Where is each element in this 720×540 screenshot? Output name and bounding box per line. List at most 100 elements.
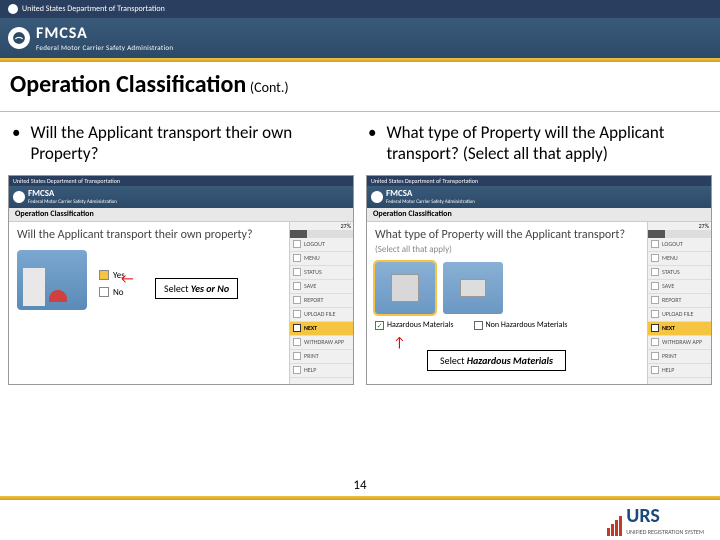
property-nonhaz[interactable] (443, 262, 503, 314)
withdraw-icon (293, 338, 301, 346)
print-icon (293, 352, 301, 360)
sc2-property-boxes (375, 262, 639, 314)
side-save[interactable]: SAVE (648, 280, 711, 294)
sc1-illustration (17, 250, 87, 310)
chk-nonhaz[interactable]: Non Hazardous Materials (474, 320, 568, 330)
sc2-callout-em: Hazardous Materials (467, 354, 553, 367)
chk-nonhaz-label: Non Hazardous Materials (486, 320, 568, 330)
sc2-progress-pct: 27% (648, 222, 711, 230)
bullet-row: • Will the Applicant transport their own… (0, 112, 720, 169)
side-help[interactable]: HELP (648, 364, 711, 378)
sc2-logo-icon (371, 191, 383, 203)
side-save[interactable]: SAVE (290, 280, 353, 294)
side-logout[interactable]: LOGOUT (290, 238, 353, 252)
dot-top-bar: United States Department of Transportati… (0, 0, 720, 18)
hazmat-box-icon (391, 274, 419, 302)
upload-icon (651, 310, 659, 318)
sc2-section-bar: Operation Classification (367, 208, 711, 222)
status-icon (293, 268, 301, 276)
building-icon (23, 268, 45, 306)
fmcsa-header: FMCSA Federal Motor Carrier Safety Admin… (0, 18, 720, 58)
property-hazmat[interactable] (375, 262, 435, 314)
sc2-callout: Select Hazardous Materials (427, 350, 566, 371)
sc1-header: FMCSAFederal Motor Carrier Safety Admini… (9, 186, 353, 208)
menu-icon (651, 254, 659, 262)
sc1-brand-sub: Federal Motor Carrier Safety Administrat… (28, 199, 117, 205)
sc1-progress-bar (290, 230, 353, 238)
withdraw-icon (651, 338, 659, 346)
report-icon (293, 296, 301, 304)
screenshot-left: United States Department of Transportati… (8, 175, 354, 385)
chk-hazmat[interactable]: ✓Hazardous Materials (375, 320, 454, 330)
side-status[interactable]: STATUS (648, 266, 711, 280)
side-next[interactable]: NEXT (290, 322, 353, 336)
arrow-red-icon: ↑ (393, 334, 406, 351)
logout-icon (651, 240, 659, 248)
sc2-brand-sub: Federal Motor Carrier Safety Administrat… (386, 199, 475, 205)
brand-subtitle: Federal Motor Carrier Safety Administrat… (36, 43, 173, 52)
side-next[interactable]: NEXT (648, 322, 711, 336)
sc2-question-sub: (Select all that apply) (375, 244, 452, 255)
sc2-question-text: What type of Property will the Applicant… (375, 228, 625, 242)
bullet-dot-icon: • (368, 122, 376, 165)
side-logout[interactable]: LOGOUT (648, 238, 711, 252)
report-icon (651, 296, 659, 304)
next-icon (293, 324, 301, 332)
chk-hazmat-label: Hazardous Materials (387, 320, 454, 330)
sc2-brand: FMCSA (386, 188, 475, 199)
fmcsa-logo-icon (8, 27, 30, 49)
help-icon (293, 366, 301, 374)
sc2-main: What type of Property will the Applicant… (367, 222, 647, 384)
radio-box-icon (99, 287, 109, 297)
side-withdraw[interactable]: WITHDRAW APP (290, 336, 353, 350)
sc1-callout: Select Yes or No (155, 278, 238, 299)
sc1-callout-em: Yes or No (191, 282, 229, 295)
upload-icon (293, 310, 301, 318)
side-report[interactable]: REPORT (648, 294, 711, 308)
slide-footer: 14 URS UNIFIED REGISTRATION SYSTEM (0, 496, 720, 540)
left-bullet: • Will the Applicant transport their own… (12, 122, 352, 165)
brand-name: FMCSA (36, 24, 173, 43)
sc1-topbar: United States Department of Transportati… (9, 176, 353, 186)
menu-icon (293, 254, 301, 262)
sc2-header: FMCSAFederal Motor Carrier Safety Admini… (367, 186, 711, 208)
side-print[interactable]: PRINT (648, 350, 711, 364)
side-report[interactable]: REPORT (290, 294, 353, 308)
right-bullet: • What type of Property will the Applica… (368, 122, 708, 165)
side-status[interactable]: STATUS (290, 266, 353, 280)
save-icon (651, 282, 659, 290)
side-withdraw[interactable]: WITHDRAW APP (648, 336, 711, 350)
next-icon (651, 324, 659, 332)
status-icon (651, 268, 659, 276)
urs-logo: URS UNIFIED REGISTRATION SYSTEM (607, 504, 704, 536)
side-help[interactable]: HELP (290, 364, 353, 378)
bullet-dot-icon: • (12, 122, 20, 165)
screenshot-right: United States Department of Transportati… (366, 175, 712, 385)
sc1-question: Will the Applicant transport their own p… (17, 228, 281, 242)
side-upload[interactable]: UPLOAD FILE (290, 308, 353, 322)
side-menu[interactable]: MENU (290, 252, 353, 266)
logout-icon (293, 240, 301, 248)
dish-icon (49, 290, 67, 302)
slide-title: Operation Classification (10, 70, 246, 99)
sc1-brand: FMCSA (28, 188, 117, 199)
left-bullet-text: Will the Applicant transport their own P… (30, 122, 352, 165)
urs-sub: UNIFIED REGISTRATION SYSTEM (626, 528, 704, 536)
sc2-checkboxes: ✓Hazardous Materials Non Hazardous Mater… (375, 320, 639, 330)
side-menu[interactable]: MENU (648, 252, 711, 266)
radio-no-label: No (113, 287, 124, 298)
sc1-main: Will the Applicant transport their own p… (9, 222, 289, 384)
slide-title-cont: (Cont.) (250, 79, 289, 96)
page-number: 14 (353, 478, 366, 493)
sc1-logo-icon (13, 191, 25, 203)
truck-icon (460, 279, 486, 297)
checkbox-icon: ✓ (375, 321, 384, 330)
side-print[interactable]: PRINT (290, 350, 353, 364)
sc2-progress-bar (648, 230, 711, 238)
print-icon (651, 352, 659, 360)
radio-no[interactable]: No (99, 287, 125, 298)
sc1-progress-pct: 27% (290, 222, 353, 230)
sc2-question: What type of Property will the Applicant… (375, 228, 639, 257)
help-icon (651, 366, 659, 374)
side-upload[interactable]: UPLOAD FILE (648, 308, 711, 322)
